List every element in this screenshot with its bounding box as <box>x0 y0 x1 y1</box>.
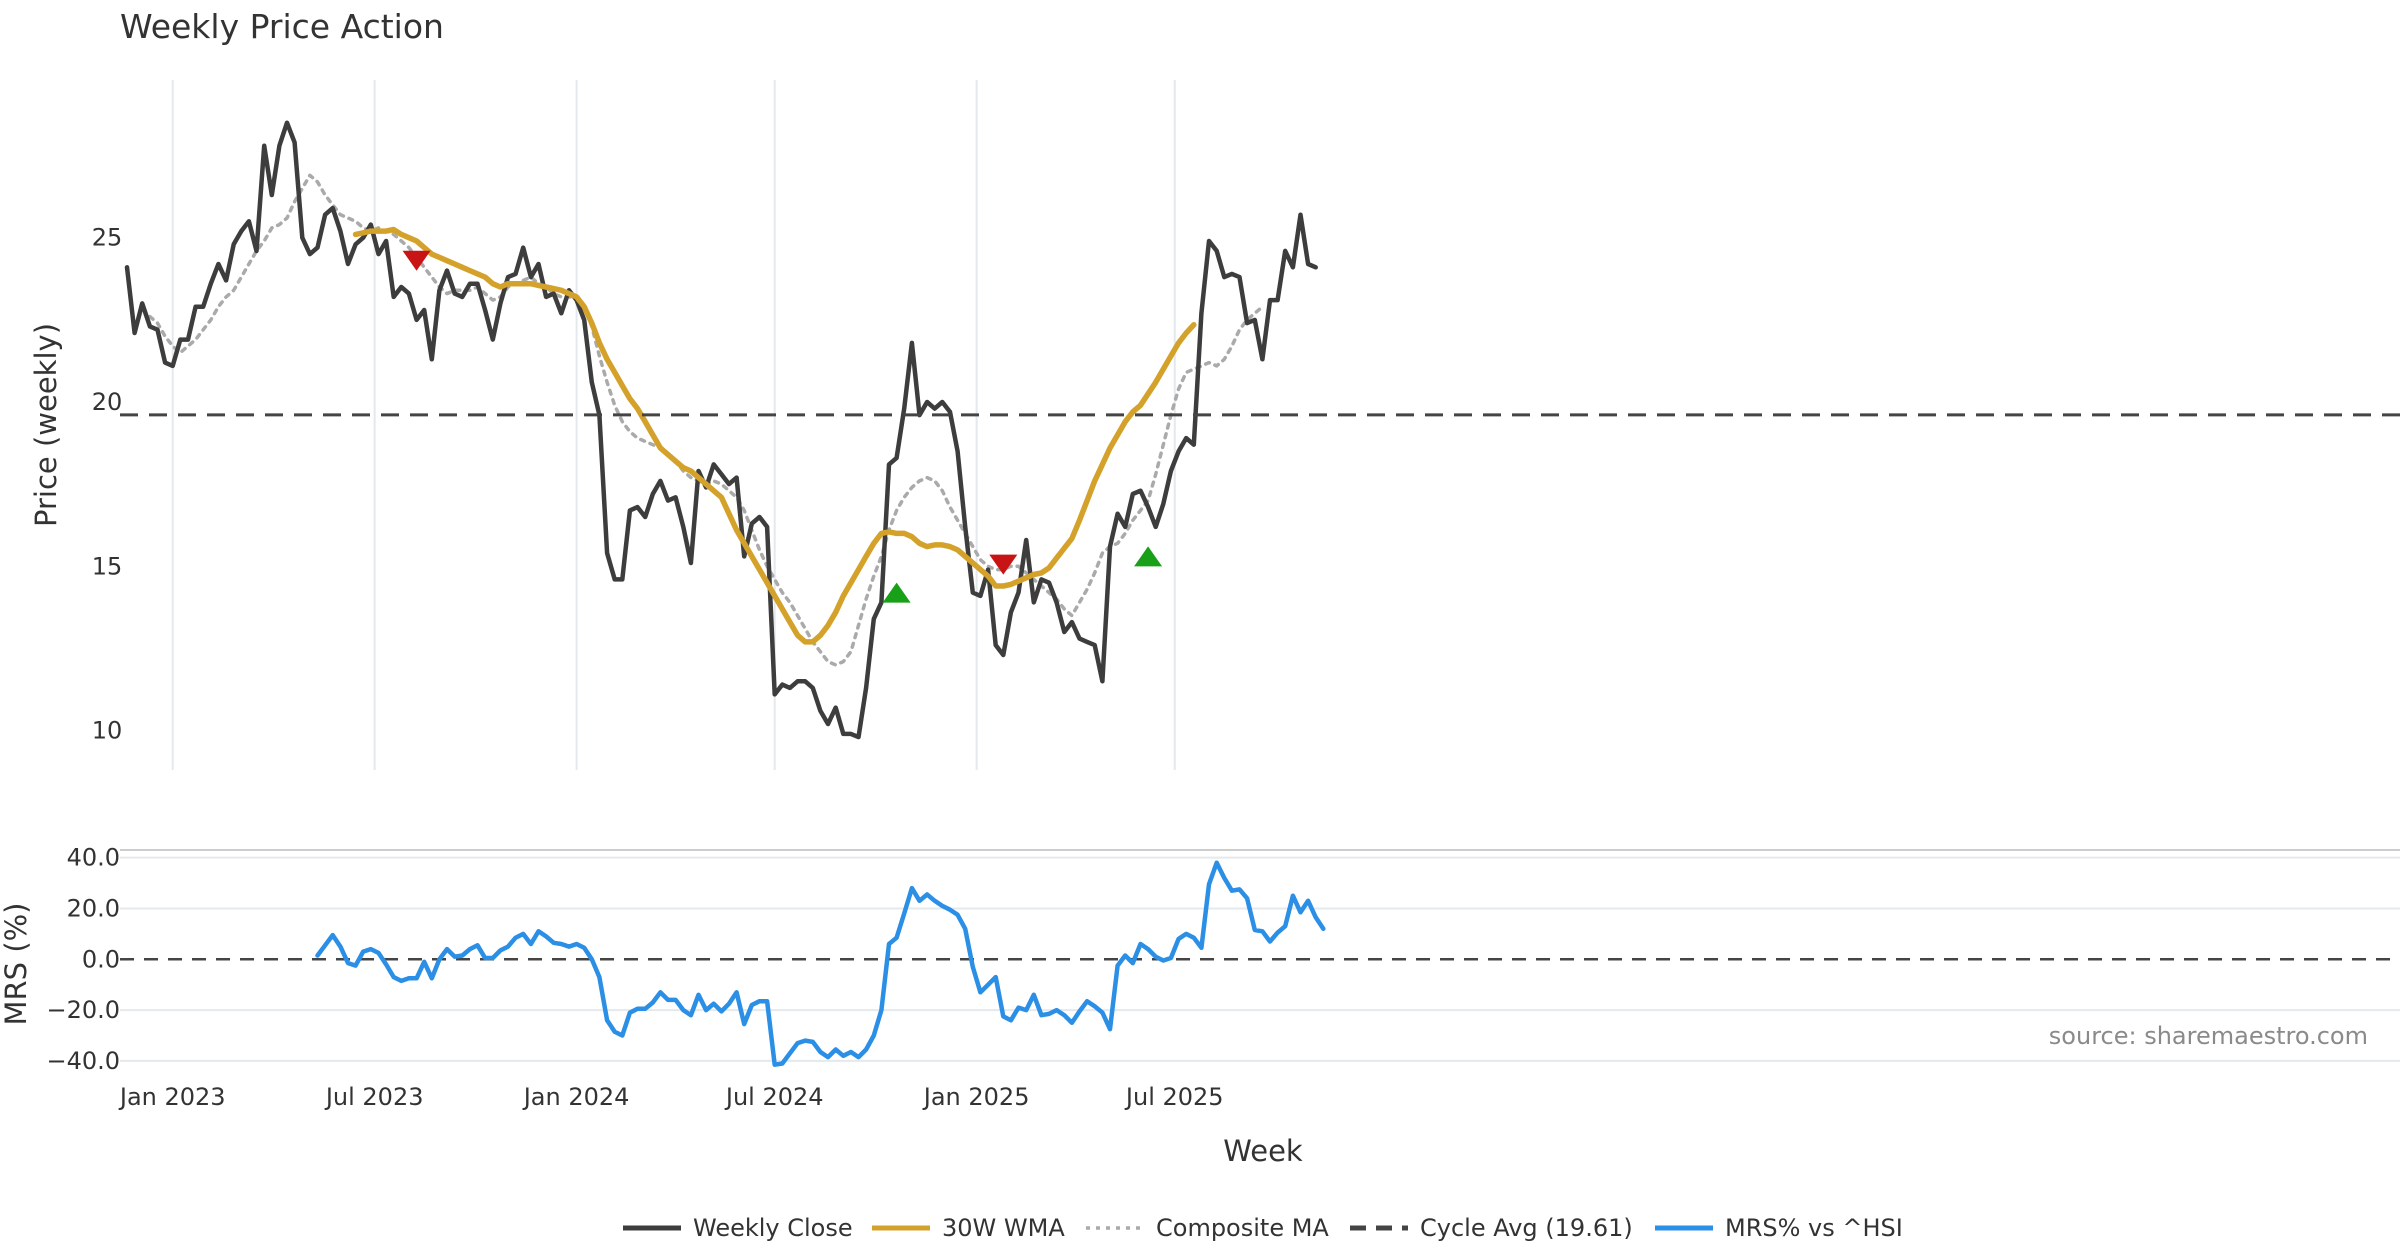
legend-label-composite: Composite MA <box>1156 1214 1329 1242</box>
x-axis-title: Week <box>1223 1134 1303 1168</box>
sell-signal-marker-2 <box>989 554 1018 575</box>
mrs-y-tick-0: −40.0 <box>46 1047 120 1075</box>
mrs-y-tick-2: 0.0 <box>82 945 120 973</box>
mrs-y-axis-title: MRS (%) <box>0 903 33 1026</box>
mrs-line <box>315 860 1326 1067</box>
mrs-y-tick-3: 20.0 <box>67 894 120 922</box>
legend-label-mrs: MRS% vs ^HSI <box>1725 1214 1903 1242</box>
price-y-tick-10: 10 <box>92 717 123 745</box>
legend-label-cycle: Cycle Avg (19.61) <box>1420 1214 1633 1242</box>
price-y-axis-title: Price (weekly) <box>29 323 63 527</box>
mrs-panel: −40.0 −20.0 0.0 20.0 40.0 MRS (%) Jan 2023 Ju… <box>0 844 2400 1168</box>
price-y-tick-25: 25 <box>92 224 123 252</box>
x-tick-0: Jan 2023 <box>118 1083 226 1111</box>
sell-signal-marker-0 <box>402 250 431 271</box>
signal-markers <box>402 250 1163 603</box>
mrs-y-tick-1: −20.0 <box>46 996 120 1024</box>
chart-title: Weekly Price Action <box>120 7 444 46</box>
x-tick-1: Jul 2023 <box>324 1083 424 1111</box>
x-tick-2: Jan 2024 <box>522 1083 630 1111</box>
mrs-y-axis: −40.0 −20.0 0.0 20.0 40.0 <box>46 844 120 1075</box>
x-tick-5: Jul 2025 <box>1124 1083 1224 1111</box>
legend-label-wma: 30W WMA <box>942 1214 1065 1242</box>
legend: Weekly Close 30W WMA Composite MA Cycle Avg… <box>623 1214 1903 1242</box>
price-y-tick-15: 15 <box>92 552 123 580</box>
buy-signal-marker-1 <box>882 582 911 603</box>
x-axis: Jan 2023 Jul 2023 Jan 2024 Jul 2024 Jan 2025… <box>118 1083 1224 1111</box>
price-series-lines <box>120 120 2400 740</box>
source-attribution: source: sharemaestro.com <box>2049 1022 2368 1050</box>
mrs-series-lines <box>315 860 1326 1067</box>
close-line <box>124 120 1318 740</box>
mrs-gridlines <box>120 856 2400 1062</box>
mrs-y-tick-4: 40.0 <box>67 844 120 872</box>
price-panel: 10 15 20 25 Price (weekly) <box>29 80 2400 770</box>
x-tick-4: Jan 2025 <box>922 1083 1030 1111</box>
price-y-tick-20: 20 <box>92 388 123 416</box>
price-gridlines <box>171 80 1176 770</box>
buy-signal-marker-3 <box>1134 546 1163 567</box>
x-tick-3: Jul 2024 <box>724 1083 824 1111</box>
wma-line <box>352 226 1197 645</box>
legend-label-close: Weekly Close <box>693 1214 853 1242</box>
price-y-axis: 10 15 20 25 <box>92 224 123 745</box>
